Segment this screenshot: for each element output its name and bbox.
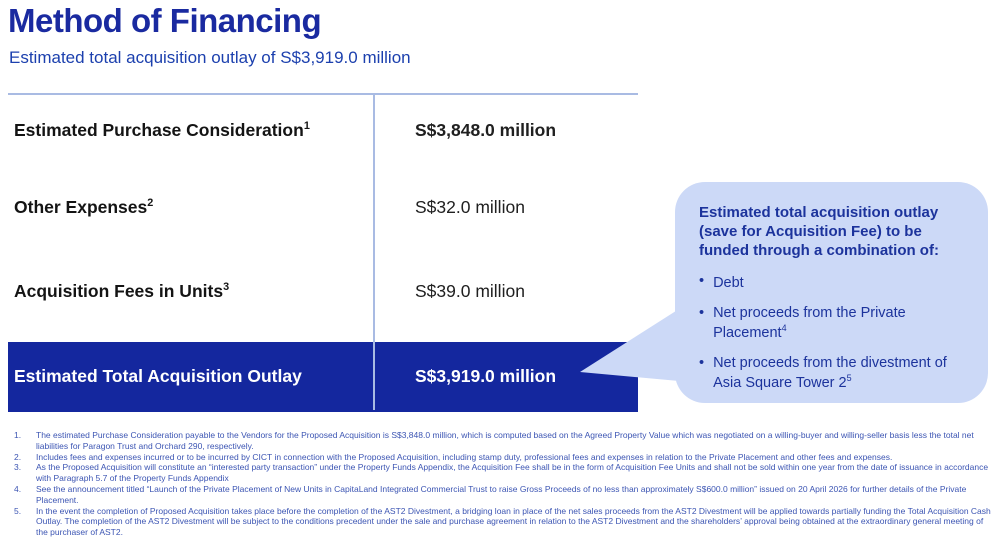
footnote-text: Includes fees and expenses incurred or t… xyxy=(36,451,893,462)
footnote-number: 1. xyxy=(14,430,22,440)
footnote-text: See the announcement titled “Launch of t… xyxy=(36,483,967,505)
footnote-ref: 4 xyxy=(781,322,787,333)
footnote-text: As the Proposed Acquisition will constit… xyxy=(36,462,989,484)
footnote-text: In the event the completion of Proposed … xyxy=(36,505,991,538)
footnote: 3. As the Proposed Acquisition will cons… xyxy=(10,462,994,484)
page-subtitle: Estimated total acquisition outlay of S$… xyxy=(9,48,411,67)
footnote-ref: 1 xyxy=(303,120,310,133)
footnote: 2. Includes fees and expenses incurred o… xyxy=(10,452,994,463)
footnote-number: 3. xyxy=(14,462,22,473)
footnote: 4. See the announcement titled “Launch o… xyxy=(10,484,994,506)
row-label: Acquisition Fees in Units3 xyxy=(14,281,230,301)
footnote-ref: 2 xyxy=(147,197,154,210)
row-value: S$32.0 million xyxy=(415,197,525,217)
funding-callout: Estimated total acquisition outlay (save… xyxy=(675,182,988,403)
footnote-number: 5. xyxy=(14,505,22,516)
footnote: 5. In the event the completion of Propos… xyxy=(10,506,994,538)
row-value: S$39.0 million xyxy=(415,281,525,301)
callout-bullet-list: • Debt • Net proceeds from the Private P… xyxy=(699,273,970,392)
footnote-number: 4. xyxy=(14,483,22,494)
callout-pointer xyxy=(580,302,690,382)
footnote-ref: 3 xyxy=(223,281,230,294)
page-title: Method of Financing xyxy=(8,2,322,39)
footnote-text: The estimated Purchase Consideration pay… xyxy=(36,430,974,451)
total-row-value: S$3,919.0 million xyxy=(415,366,557,386)
row-value: S$3,848.0 million xyxy=(415,120,557,140)
callout-heading: Estimated total acquisition outlay (save… xyxy=(699,204,939,260)
row-label: Estimated Purchase Consideration1 xyxy=(14,120,310,140)
bullet-icon: • xyxy=(699,273,705,290)
footnote-ref: 5 xyxy=(846,372,852,383)
list-item: • Net proceeds from the Private Placemen… xyxy=(699,304,906,341)
footnotes: 1. The estimated Purchase Consideration … xyxy=(10,430,994,538)
total-row-label: Estimated Total Acquisition Outlay xyxy=(14,366,302,386)
bullet-icon: • xyxy=(699,354,705,371)
bullet-icon: • xyxy=(699,304,705,321)
footnote-number: 2. xyxy=(14,451,22,462)
total-row: Estimated Total Acquisition Outlay S$3,9… xyxy=(8,342,638,412)
list-item: • Net proceeds from the divestment of As… xyxy=(699,354,947,391)
footnote: 1. The estimated Purchase Consideration … xyxy=(10,430,994,452)
table-column-divider xyxy=(373,95,375,410)
list-item: • Debt xyxy=(699,273,744,291)
financing-table: Estimated Purchase Consideration1 S$3,84… xyxy=(8,93,638,412)
row-label: Other Expenses2 xyxy=(14,197,154,217)
